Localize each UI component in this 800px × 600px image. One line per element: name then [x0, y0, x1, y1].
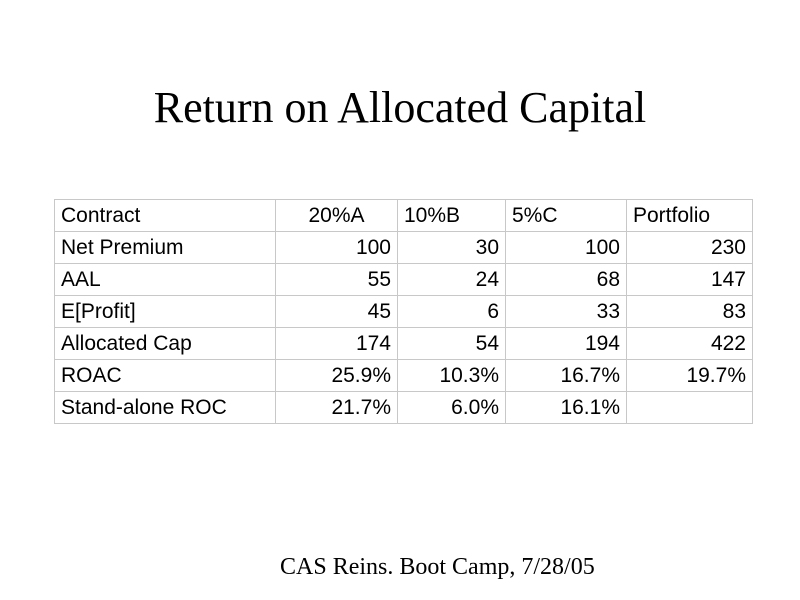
table-cell: 16.1%	[505, 391, 627, 424]
table-cell: 16.7%	[505, 359, 627, 392]
table-header-row: Contract 20%A 10%B 5%C Portfolio	[54, 199, 753, 232]
table-cell: 54	[397, 327, 506, 360]
table-cell: 83	[626, 295, 753, 328]
header-cell-10b: 10%B	[397, 199, 506, 232]
table-row: E[Profit] 45 6 33 83	[54, 295, 753, 328]
roac-table: Contract 20%A 10%B 5%C Portfolio Net Pre…	[54, 199, 753, 424]
table-row: Net Premium 100 30 100 230	[54, 231, 753, 264]
slide-footer: CAS Reins. Boot Camp, 7/28/05	[280, 554, 595, 580]
table-cell: 21.7%	[275, 391, 398, 424]
table-cell: 174	[275, 327, 398, 360]
table-cell: 45	[275, 295, 398, 328]
header-cell-20a: 20%A	[275, 199, 398, 232]
table-row: Stand-alone ROC 21.7% 6.0% 16.1%	[54, 391, 753, 424]
table-cell: 6	[397, 295, 506, 328]
row-label: Stand-alone ROC	[54, 391, 276, 424]
table-cell: 55	[275, 263, 398, 296]
row-label: Net Premium	[54, 231, 276, 264]
table-cell: 10.3%	[397, 359, 506, 392]
table-cell: 33	[505, 295, 627, 328]
table-row: AAL 55 24 68 147	[54, 263, 753, 296]
header-cell-portfolio: Portfolio	[626, 199, 753, 232]
table-cell: 6.0%	[397, 391, 506, 424]
table-cell: 100	[275, 231, 398, 264]
table-cell	[626, 391, 753, 424]
table-row: ROAC 25.9% 10.3% 16.7% 19.7%	[54, 359, 753, 392]
row-label: E[Profit]	[54, 295, 276, 328]
table-cell: 68	[505, 263, 627, 296]
table-cell: 30	[397, 231, 506, 264]
row-label: ROAC	[54, 359, 276, 392]
table-cell: 24	[397, 263, 506, 296]
slide-title: Return on Allocated Capital	[153, 83, 647, 132]
table-cell: 147	[626, 263, 753, 296]
table-cell: 19.7%	[626, 359, 753, 392]
table-cell: 25.9%	[275, 359, 398, 392]
row-label: Allocated Cap	[54, 327, 276, 360]
header-cell-5c: 5%C	[505, 199, 627, 232]
table-row: Allocated Cap 174 54 194 422	[54, 327, 753, 360]
table-cell: 100	[505, 231, 627, 264]
header-cell-contract: Contract	[54, 199, 276, 232]
row-label: AAL	[54, 263, 276, 296]
table-cell: 422	[626, 327, 753, 360]
table-cell: 230	[626, 231, 753, 264]
table-cell: 194	[505, 327, 627, 360]
